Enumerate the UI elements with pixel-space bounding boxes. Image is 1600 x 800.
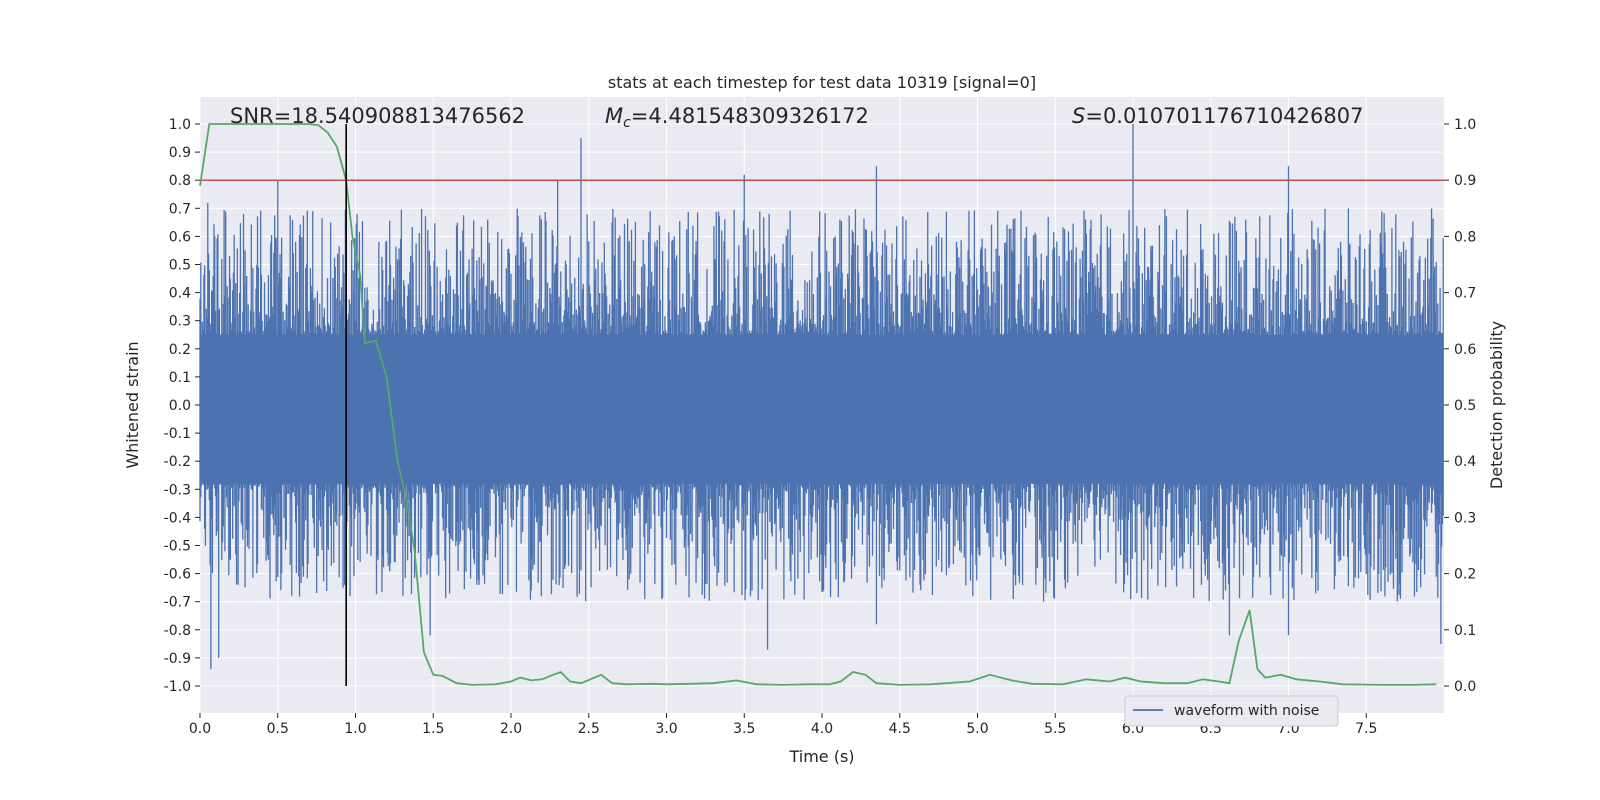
y-tick-label-left: -0.4 [164,510,191,526]
overlay-lines [199,123,1444,686]
x-tick-label: 5.5 [1044,721,1066,737]
y-tick-label-left: 0.4 [169,286,191,302]
x-tick-label: 0.0 [189,721,211,737]
legend-box [1124,695,1339,727]
y-tick-label-left: 0.3 [169,314,191,330]
y-tick-label-left: 0.2 [169,342,191,358]
y-tick-label-right: 0.6 [1454,342,1476,358]
chart-title: stats at each timestep for test data 103… [608,73,1036,92]
y-axis-label-left: Whitened strain [123,341,142,468]
y-tick-label-right: 0.2 [1454,567,1476,583]
y-tick-label-left: -0.2 [164,454,191,470]
legend-label: waveform with noise [1174,703,1319,719]
y-tick-label-right: 0.4 [1454,454,1476,470]
y-tick-label-left: -0.9 [164,651,191,667]
y-tick-label-left: -0.6 [164,567,191,583]
y-tick-label-left: -0.1 [164,426,191,442]
y-tick-label-right: 0.9 [1454,173,1476,189]
y-tick-label-left: 1.0 [169,117,191,133]
y-tick-label-left: -0.5 [164,539,191,555]
mc-value: =4.481548309326172 [631,104,869,128]
waveform-with-noise-series [199,124,1444,670]
y-tick-label-left: -1.0 [164,679,191,695]
y-tick-label-left: 0.7 [169,201,191,217]
snr-annotation: SNR=18.540908813476562 [230,104,525,128]
y-tick-label-left: 0.0 [169,398,191,414]
x-tick-label: 2.5 [578,721,600,737]
y-tick-label-left: 0.9 [169,145,191,161]
x-tick-label: 5.0 [966,721,988,737]
x-axis-label: Time (s) [788,747,854,766]
y-tick-label-left: 0.5 [169,258,191,274]
y-tick-label-left: 0.8 [169,173,191,189]
x-tick-label: 1.0 [344,721,366,737]
x-tick-label: 3.0 [655,721,677,737]
x-tick-label: 1.5 [422,721,444,737]
y-axis-label-right: Detection probability [1487,321,1506,489]
y-tick-label-left: 0.1 [169,370,191,386]
x-tick-label: 3.5 [733,721,755,737]
axes: 0.0 0.5 1.0 1.5 2.0 2.5 3.0 3.5 4.0 4.5 5.0 5.5 6.0 6… [164,117,1477,737]
mc-subscript: c [623,115,631,131]
x-tick-label: 4.0 [811,721,833,737]
x-tick-label: 7.5 [1355,721,1377,737]
y-tick-label-right: 0.5 [1454,398,1476,414]
y-tick-label-left: -0.7 [164,595,191,611]
y-tick-label-right: 0.8 [1454,229,1476,245]
y-tick-label-right: 0.3 [1454,510,1476,526]
detection-probability-line [199,123,1437,686]
waveform-with-noise-line [199,124,1444,670]
y-tick-label-right: 0.1 [1454,623,1476,639]
s-annotation: S=0.010701176710426807 [1072,104,1363,128]
y-tick-label-right: 1.0 [1454,117,1476,133]
x-tick-label: 0.5 [267,721,289,737]
s-symbol: S [1072,104,1085,128]
legend: waveform with noise [1124,695,1339,727]
y-tick-label-left: -0.3 [164,482,191,498]
y-tick-label-left: -0.8 [164,623,191,639]
y-tick-label-right: 0.0 [1454,679,1476,695]
s-value: =0.010701176710426807 [1085,104,1363,128]
chirp-mass-annotation: Mc=4.481548309326172 [605,104,869,131]
y-tick-label-right: 0.7 [1454,286,1476,302]
y-tick-label-left: 0.6 [169,229,191,245]
mc-symbol: M [605,104,623,128]
x-tick-label: 2.0 [500,721,522,737]
x-tick-label: 4.5 [889,721,911,737]
